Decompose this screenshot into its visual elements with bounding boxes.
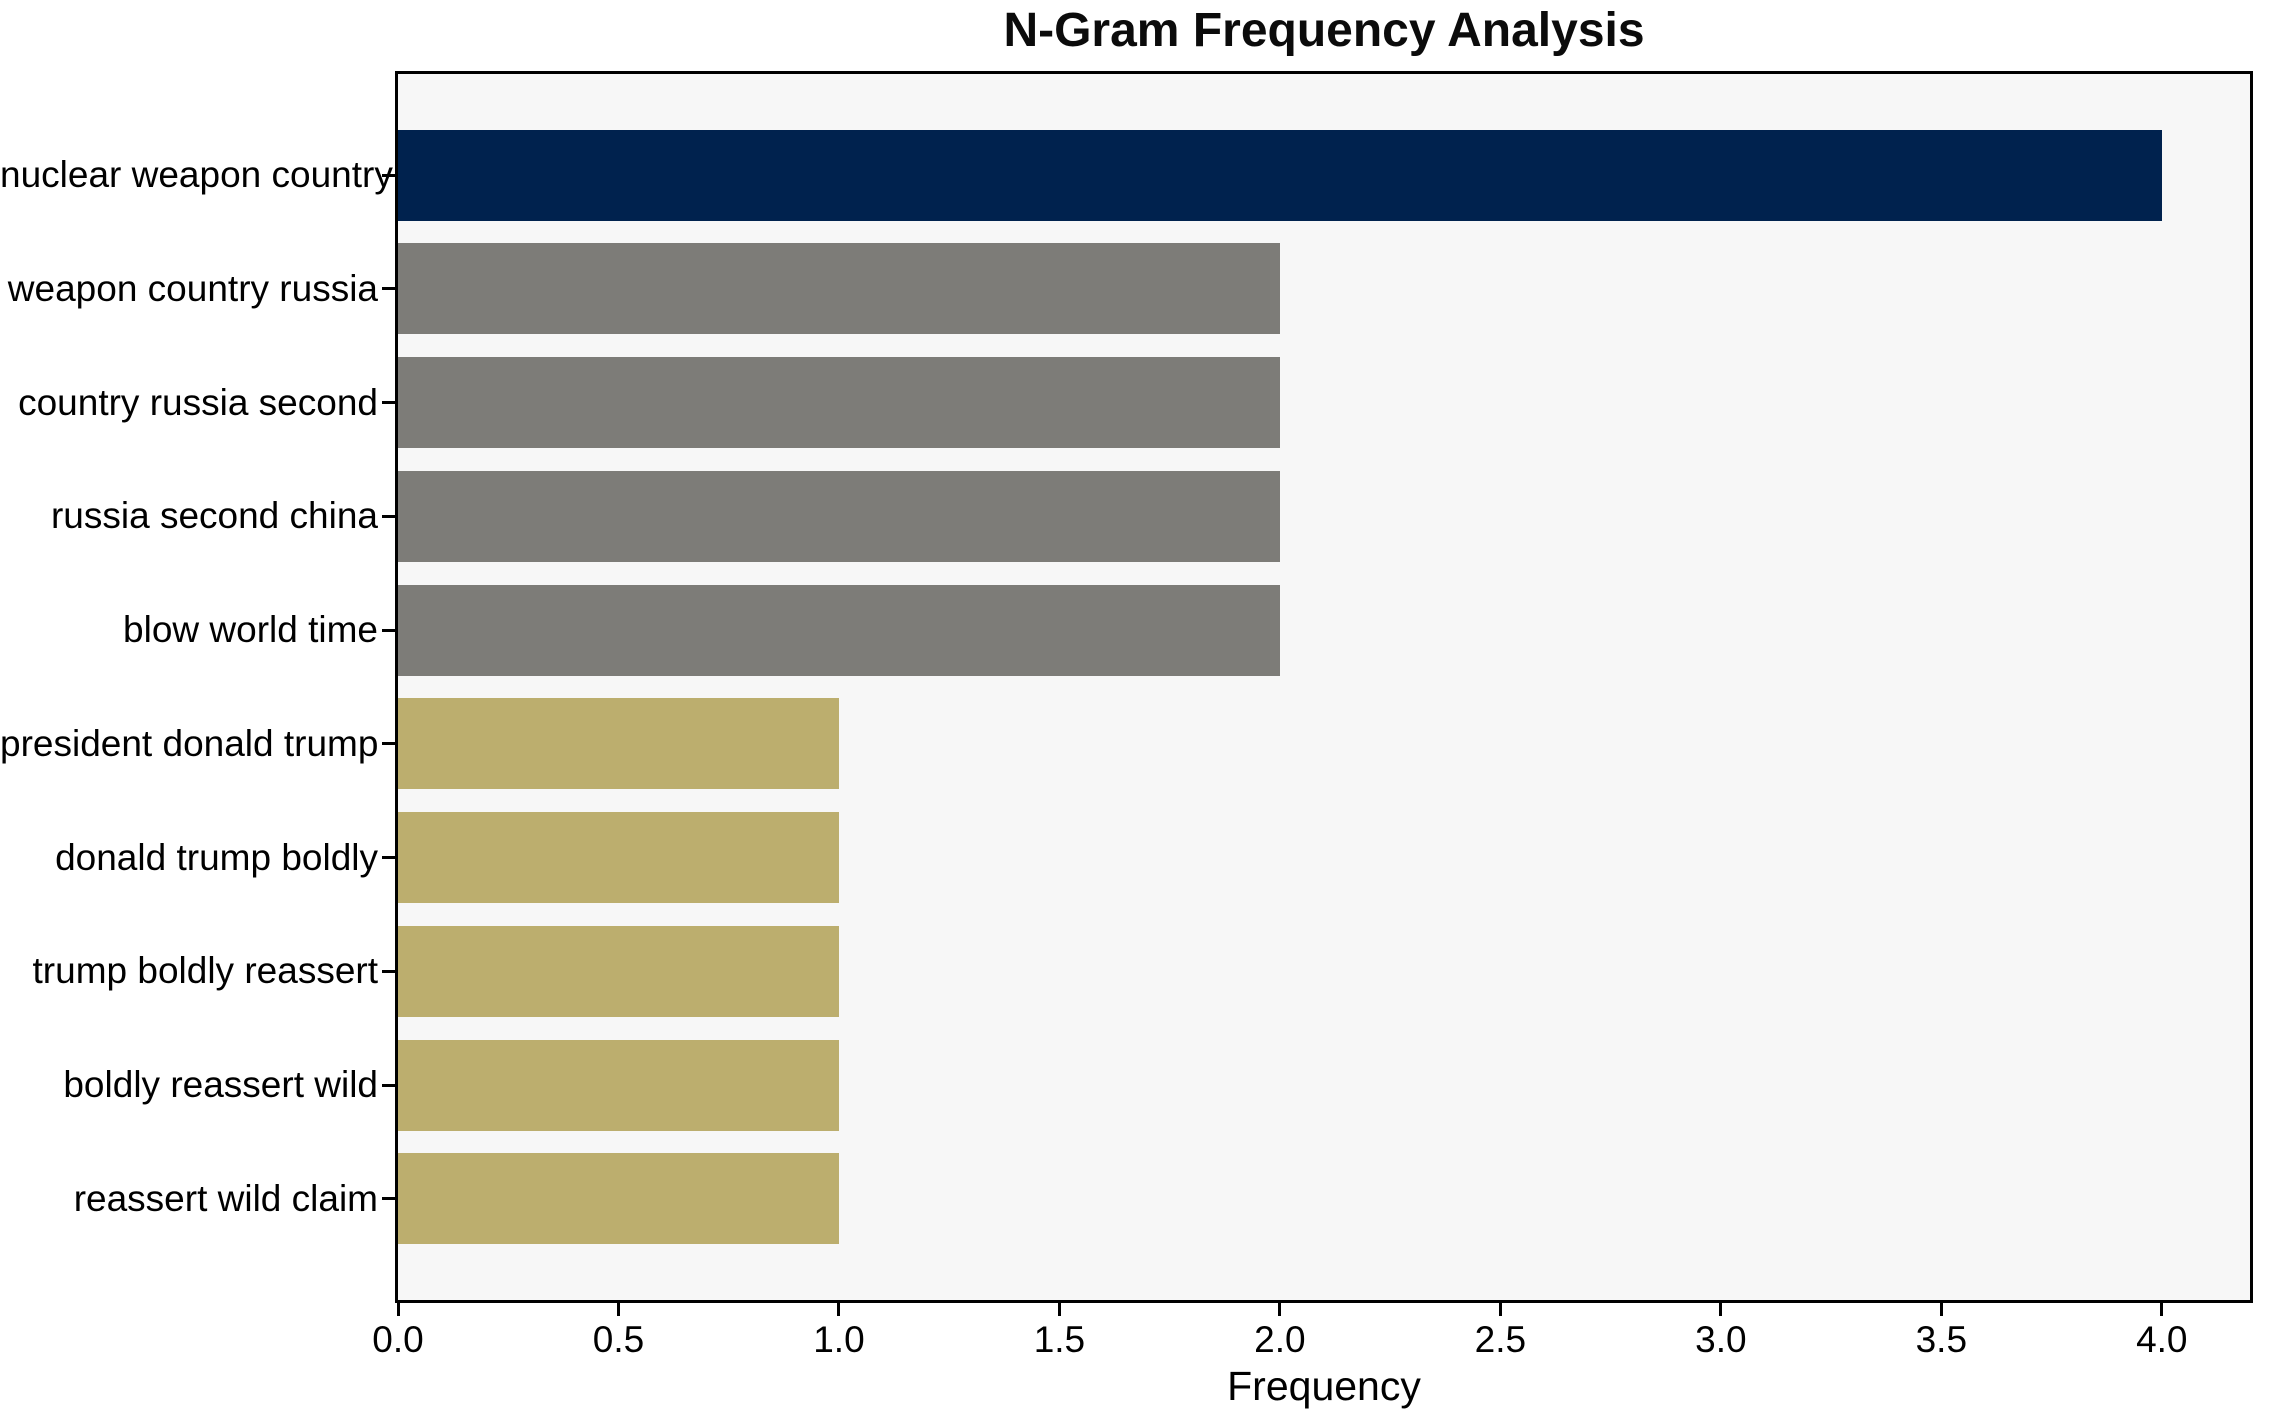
- y-tick: [382, 856, 395, 860]
- x-tick: [396, 1303, 400, 1316]
- bar: [398, 584, 1280, 676]
- bar: [398, 357, 1280, 449]
- bar: [398, 1153, 839, 1245]
- x-tick: [1498, 1303, 1502, 1316]
- y-tick: [382, 401, 395, 405]
- x-tick-label: 3.5: [1915, 1319, 1968, 1360]
- bar: [398, 925, 839, 1017]
- y-tick: [382, 628, 395, 632]
- y-tick: [382, 969, 395, 973]
- bar: [398, 243, 1280, 335]
- y-tick: [382, 1197, 395, 1201]
- x-tick: [1057, 1303, 1061, 1316]
- y-tick-label: president donald trump: [0, 722, 379, 764]
- y-tick-label: boldly reassert wild: [63, 1064, 378, 1106]
- x-tick-label: 1.5: [1033, 1319, 1086, 1360]
- x-tick-label: 2.0: [1254, 1319, 1306, 1360]
- y-tick-label: donald trump boldly: [55, 836, 378, 878]
- y-tick: [382, 742, 395, 746]
- x-tick-label: 0.5: [592, 1319, 645, 1360]
- plot-area: [395, 71, 2253, 1303]
- x-tick-label: 0.0: [372, 1319, 424, 1360]
- x-tick: [616, 1303, 620, 1316]
- y-tick-label: trump boldly reassert: [32, 950, 378, 992]
- y-tick: [382, 514, 395, 518]
- x-tick: [1939, 1303, 1943, 1316]
- bar: [398, 698, 839, 790]
- y-tick: [382, 1083, 395, 1087]
- bar: [398, 812, 839, 904]
- x-tick-label: 4.0: [2136, 1319, 2188, 1360]
- chart-title: N-Gram Frequency Analysis: [1003, 4, 1645, 57]
- x-tick-label: 3.0: [1695, 1319, 1747, 1360]
- x-tick: [837, 1303, 841, 1316]
- y-tick-label: reassert wild claim: [73, 1177, 378, 1219]
- x-axis-label: Frequency: [1227, 1363, 1421, 1409]
- bar: [398, 129, 2162, 221]
- x-tick-label: 2.5: [1474, 1319, 1527, 1360]
- y-tick: [382, 287, 395, 291]
- y-tick: [382, 173, 395, 177]
- y-tick-label: blow world time: [123, 609, 378, 651]
- y-tick-label: nuclear weapon country: [0, 154, 393, 196]
- x-tick: [1278, 1303, 1282, 1316]
- y-tick-label: weapon country russia: [7, 267, 378, 309]
- x-tick-label: 1.0: [813, 1319, 865, 1360]
- x-tick: [2160, 1303, 2164, 1316]
- bar: [398, 1039, 839, 1131]
- x-tick: [1719, 1303, 1723, 1316]
- y-tick-label: russia second china: [50, 495, 378, 537]
- bar: [398, 470, 1280, 562]
- y-tick-label: country russia second: [18, 381, 378, 423]
